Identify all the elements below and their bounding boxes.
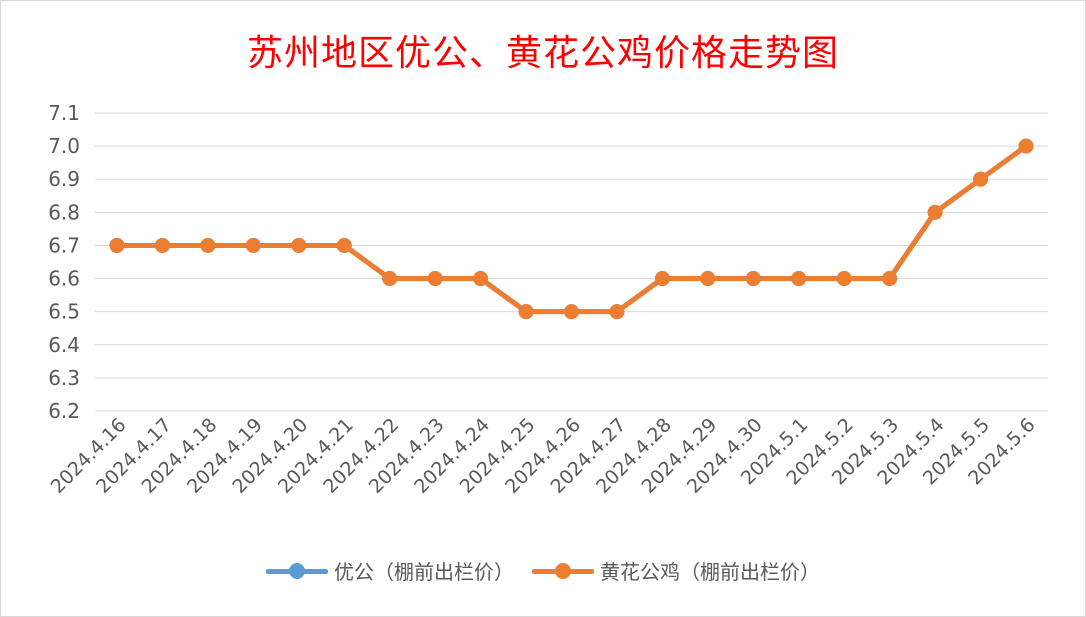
legend: 优公（棚前出栏价） 黄花公鸡（棚前出栏价）: [0, 556, 1086, 585]
legend-item-youg: 优公（棚前出栏价）: [266, 556, 514, 585]
data-point: [336, 237, 352, 253]
data-point: [564, 304, 579, 320]
legend-item-huanghua: 黄花公鸡（棚前出栏价）: [532, 556, 820, 585]
data-point: [200, 237, 216, 253]
data-point: [291, 237, 307, 253]
gridlines: [95, 112, 1048, 412]
legend-line-marker-icon: [266, 561, 328, 581]
data-point: [700, 271, 716, 287]
y-tick-label: 6.9: [48, 167, 80, 191]
series-line: [114, 143, 1029, 315]
series-line: [114, 143, 1029, 315]
y-tick-label: 6.3: [48, 366, 80, 390]
legend-label: 优公（棚前出栏价）: [334, 560, 514, 584]
data-point: [245, 237, 261, 253]
data-point: [109, 237, 125, 253]
data-point: [382, 271, 398, 287]
y-tick-label: 7.0: [48, 134, 80, 158]
data-point: [154, 237, 170, 253]
chart-title: 苏州地区优公、黄花公鸡价格走势图: [246, 33, 839, 74]
y-tick-label: 7.1: [48, 101, 80, 125]
y-tick-label: 6.2: [48, 399, 80, 423]
data-point: [745, 271, 761, 287]
legend-label: 黄花公鸡（棚前出栏价）: [600, 560, 820, 584]
data-point: [882, 271, 898, 287]
series-0: [109, 138, 1034, 320]
series-lines: [109, 138, 1034, 320]
y-tick-label: 6.4: [48, 333, 80, 357]
y-axis: 7.1 7.0 6.9 6.8 6.7 6.6 6.5 6.4 6.3 6.2: [48, 101, 80, 423]
data-point: [609, 304, 625, 320]
data-point: [973, 171, 989, 187]
data-point: [927, 204, 943, 220]
data-point: [1018, 138, 1034, 154]
data-point: [836, 271, 852, 287]
y-tick-label: 6.8: [48, 200, 80, 224]
series-1: [109, 138, 1034, 320]
y-tick-label: 6.6: [48, 267, 80, 291]
y-tick-label: 6.5: [48, 300, 80, 324]
legend-line-marker-icon: [532, 561, 594, 581]
data-point: [427, 271, 443, 287]
data-point: [654, 271, 670, 287]
data-point: [518, 304, 534, 320]
y-tick-label: 6.7: [48, 233, 80, 257]
data-point: [473, 271, 489, 287]
data-point: [791, 271, 807, 287]
x-axis: 2024.4.162024.4.172024.4.182024.4.192024…: [47, 414, 1040, 498]
